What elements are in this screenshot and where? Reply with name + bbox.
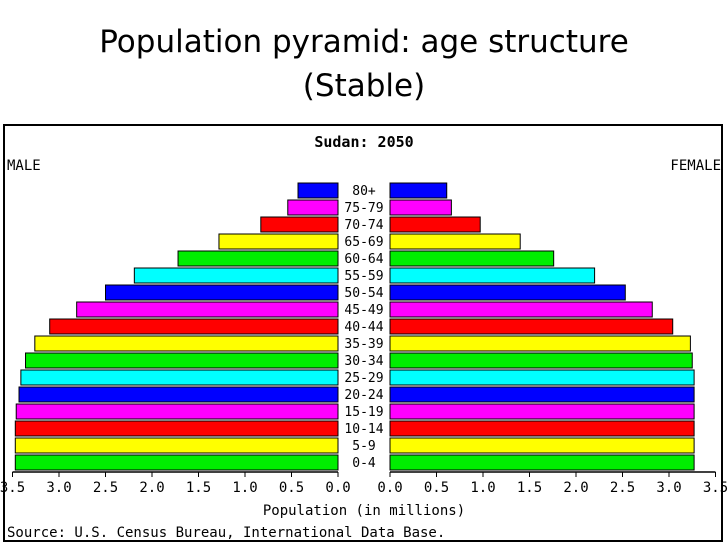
age-label-80+: 80+ [352, 184, 376, 199]
female-bar-40-44 [389, 318, 674, 335]
x-tick-label: 0.0 [377, 480, 402, 496]
male-bar-50-54 [105, 284, 339, 301]
x-tick-label: 0.0 [325, 480, 350, 496]
x-tick-label: 2.5 [93, 480, 118, 496]
age-label-35-39: 35-39 [344, 337, 383, 352]
male-bar-60-64 [177, 250, 339, 267]
male-bar-75-79 [287, 199, 339, 216]
x-tick-label: 0.5 [279, 480, 304, 496]
age-label-30-34: 30-34 [344, 354, 383, 369]
age-label-50-54: 50-54 [344, 286, 383, 301]
male-bar-15-19 [15, 403, 339, 420]
female-bars [389, 182, 695, 471]
male-bars [14, 182, 339, 471]
chart-title: Sudan: 2050 [314, 133, 413, 151]
male-bar-45-49 [76, 301, 339, 318]
age-label-15-19: 15-19 [344, 405, 383, 420]
x-tick-labels: 3.5 3.0 2.5 2.0 1.5 1.0 0.5 0.0 0.0 0.5 1.0 1.5 2.0 2… [0, 480, 728, 496]
female-bar-25-29 [389, 369, 695, 386]
age-label-10-14: 10-14 [344, 422, 383, 437]
chart-frame [3, 124, 723, 542]
x-tick-label: 3.0 [46, 480, 71, 496]
male-bar-65-69 [218, 233, 339, 250]
female-bar-10-14 [389, 420, 695, 437]
x-tick-label: 2.0 [563, 480, 588, 496]
slide-title-line-1: Population pyramid: age structure [99, 24, 629, 60]
male-bar-10-14 [14, 420, 339, 437]
male-bar-35-39 [34, 335, 339, 352]
x-axis-label: Population (in millions) [263, 503, 465, 519]
female-bar-45-49 [389, 301, 653, 318]
male-bar-40-44 [49, 318, 339, 335]
x-tick-label: 1.5 [517, 480, 542, 496]
male-bar-80+ [297, 182, 339, 199]
female-bar-75-79 [389, 199, 452, 216]
male-bar-70-74 [260, 216, 339, 233]
x-tick-label: 3.0 [656, 480, 681, 496]
slide-title-line-2: (Stable) [302, 68, 426, 104]
female-bar-70-74 [389, 216, 481, 233]
female-bar-30-34 [389, 352, 693, 369]
age-label-65-69: 65-69 [344, 235, 383, 250]
female-bar-5-9 [389, 437, 695, 454]
x-tick-label: 1.5 [186, 480, 211, 496]
age-group-labels: 0-4 5-9 10-14 15-19 20-24 25-29 30-34 35-39 40-4… [344, 184, 383, 471]
female-bar-0-4 [389, 454, 695, 471]
age-label-75-79: 75-79 [344, 201, 383, 216]
age-label-20-24: 20-24 [344, 388, 383, 403]
x-tick-label: 2.0 [139, 480, 164, 496]
x-tick-label: 3.5 [703, 480, 728, 496]
age-label-60-64: 60-64 [344, 252, 383, 267]
female-bar-50-54 [389, 284, 626, 301]
age-label-45-49: 45-49 [344, 303, 383, 318]
age-label-40-44: 40-44 [344, 320, 383, 335]
slide-title: Population pyramid: age structure (Stabl… [0, 20, 728, 108]
axes [12, 471, 716, 477]
female-bar-80+ [389, 182, 448, 199]
x-tick-label: 1.0 [470, 480, 495, 496]
source-note: Source: U.S. Census Bureau, Internationa… [7, 525, 445, 541]
male-bar-0-4 [14, 454, 339, 471]
male-bar-55-59 [133, 267, 339, 284]
male-label: MALE [7, 158, 41, 174]
female-bar-20-24 [389, 386, 695, 403]
age-label-25-29: 25-29 [344, 371, 383, 386]
female-bar-60-64 [389, 250, 555, 267]
x-tick-label: 3.5 [0, 480, 25, 496]
male-bar-25-29 [20, 369, 339, 386]
age-label-70-74: 70-74 [344, 218, 383, 233]
male-bar-5-9 [14, 437, 339, 454]
female-label: FEMALE [670, 158, 721, 174]
age-label-5-9: 5-9 [352, 439, 375, 454]
male-bar-20-24 [18, 386, 339, 403]
female-bar-35-39 [389, 335, 691, 352]
x-tick-label: 1.0 [232, 480, 257, 496]
female-bar-15-19 [389, 403, 695, 420]
x-tick-label: 2.5 [610, 480, 635, 496]
x-tick-label: 0.5 [424, 480, 449, 496]
age-label-55-59: 55-59 [344, 269, 383, 284]
female-bar-65-69 [389, 233, 521, 250]
age-label-0-4: 0-4 [352, 456, 376, 471]
male-bar-30-34 [25, 352, 339, 369]
female-bar-55-59 [389, 267, 596, 284]
